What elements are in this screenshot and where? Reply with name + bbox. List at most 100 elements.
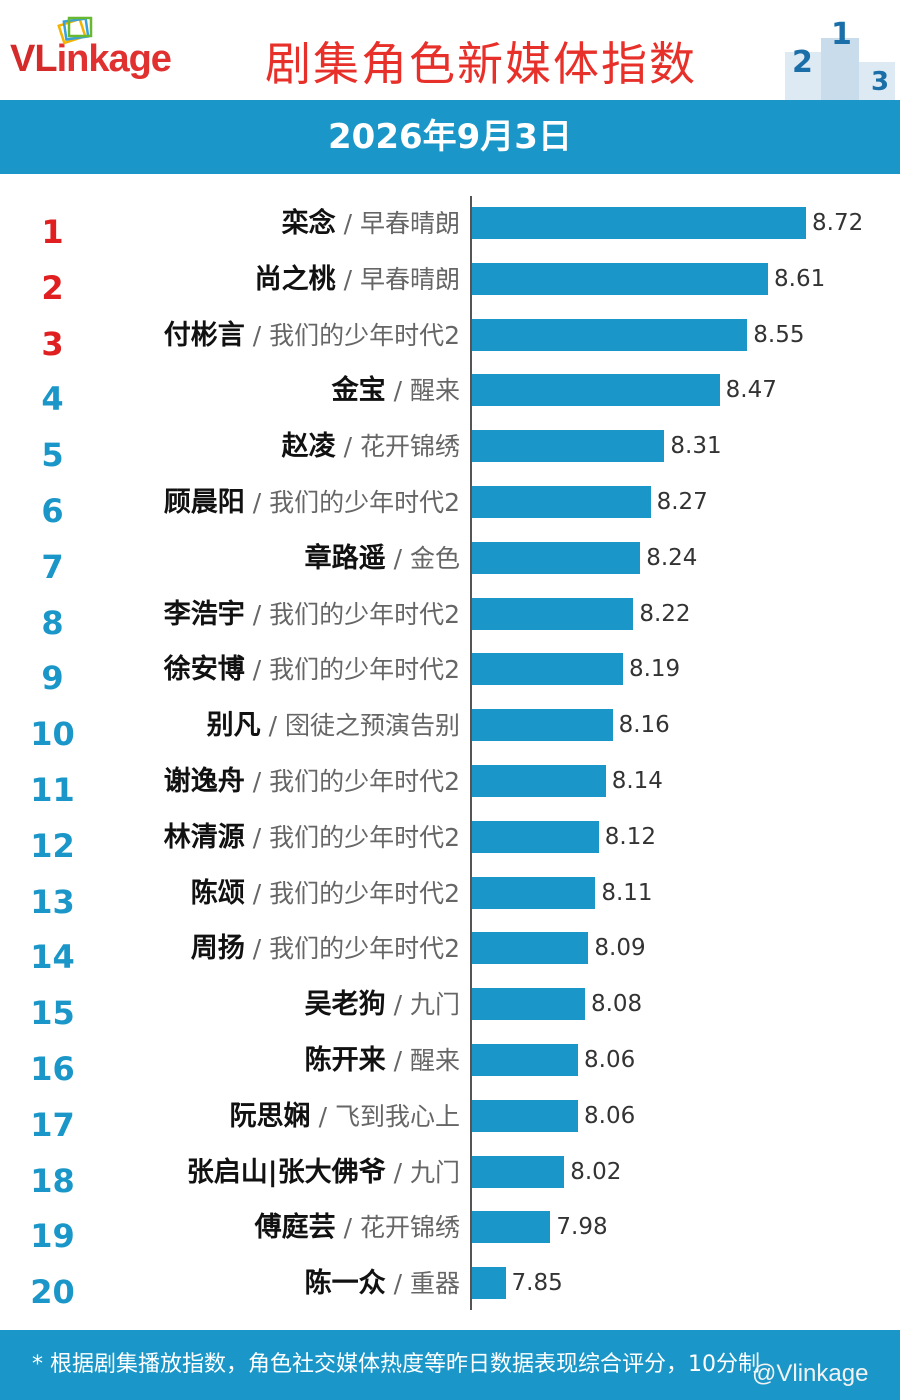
character-name: 陈开来 xyxy=(304,1045,386,1076)
drama-name: 飞到我心上 xyxy=(334,1101,460,1131)
score-value-label: 8.27 xyxy=(656,489,708,515)
drama-name: 重器 xyxy=(409,1269,460,1299)
score-value-label: 8.16 xyxy=(618,712,670,739)
label-separator: / xyxy=(335,264,360,294)
label-separator: / xyxy=(385,376,410,406)
character-name: 吴老狗 xyxy=(304,989,386,1021)
score-value-label: 8.24 xyxy=(646,544,698,571)
rank-number: 16 xyxy=(30,1050,75,1088)
rank-number: 5 xyxy=(41,436,64,475)
drama-name: 囹徒之预演告别 xyxy=(284,711,460,741)
character-label: 谢逸舟 / 我们的少年时代2 xyxy=(164,762,460,805)
score-value-label: 8.14 xyxy=(611,768,663,794)
score-bar xyxy=(471,597,634,630)
header: VLinkage 剧集角色新媒体指数 2 1 3 xyxy=(0,0,900,100)
character-label: 张启山|张大佛爷 / 九门 xyxy=(187,1153,460,1196)
label-separator: / xyxy=(244,878,270,908)
rank-number: 20 xyxy=(30,1273,75,1312)
score-value-label: 8.08 xyxy=(590,991,643,1018)
character-label: 林清源 / 我们的少年时代2 xyxy=(164,818,460,861)
score-value-label: 7.98 xyxy=(556,1214,608,1241)
character-label: 周扬 / 我们的少年时代2 xyxy=(191,929,460,972)
character-label: 陈开来 / 醒来 xyxy=(305,1041,460,1084)
score-value-label: 7.85 xyxy=(511,1270,563,1297)
score-bar xyxy=(471,318,748,351)
drama-name: 我们的少年时代2 xyxy=(269,934,460,964)
label-separator: / xyxy=(244,934,270,964)
rank-number: 9 xyxy=(41,659,64,698)
character-label: 李浩宇 / 我们的少年时代2 xyxy=(164,595,460,638)
character-name: 章路遥 xyxy=(304,542,386,574)
podium-1-label: 1 xyxy=(831,17,852,52)
score-bar xyxy=(471,988,585,1021)
score-value-label: 8.19 xyxy=(628,656,681,683)
character-label: 赵凌 / 花开锦绣 xyxy=(282,427,460,470)
character-name: 李浩宇 xyxy=(163,598,245,630)
score-bar xyxy=(471,262,768,295)
rank-number: 19 xyxy=(30,1217,75,1256)
character-label: 陈颂 / 我们的少年时代2 xyxy=(191,874,460,917)
score-bar xyxy=(471,709,613,742)
label-separator: / xyxy=(244,599,270,629)
drama-name: 早春晴朗 xyxy=(359,209,460,238)
rank-number: 6 xyxy=(41,492,64,530)
score-bar xyxy=(471,430,665,463)
label-separator: / xyxy=(335,209,360,238)
character-name: 周扬 xyxy=(190,933,245,965)
score-bar xyxy=(471,820,599,853)
drama-name: 我们的少年时代2 xyxy=(269,655,460,685)
score-bar xyxy=(471,876,596,909)
score-bar xyxy=(471,207,806,239)
score-bar xyxy=(471,1211,551,1244)
label-separator: / xyxy=(244,655,270,685)
score-bar xyxy=(471,653,623,686)
character-label: 阮思娴 / 飞到我心上 xyxy=(230,1097,460,1140)
score-bar xyxy=(471,486,651,518)
score-value-label: 8.47 xyxy=(725,377,777,404)
podium-2-label: 2 xyxy=(792,45,813,80)
character-name: 尚之桃 xyxy=(254,263,336,295)
label-separator: / xyxy=(244,320,270,350)
score-bar xyxy=(471,932,589,965)
drama-name: 我们的少年时代2 xyxy=(269,878,460,908)
score-bar xyxy=(471,1044,579,1076)
rank-number: 18 xyxy=(30,1161,75,1200)
podium-icon: 2 1 3 xyxy=(785,17,895,100)
drama-name: 我们的少年时代2 xyxy=(269,822,460,852)
drama-name: 九门 xyxy=(409,990,460,1020)
character-name: 顾晨阳 xyxy=(163,487,245,518)
character-name: 徐安博 xyxy=(163,654,245,686)
rank-number: 14 xyxy=(30,938,75,977)
score-value-label: 8.06 xyxy=(584,1047,636,1073)
rank-number: 7 xyxy=(41,547,64,586)
label-separator: / xyxy=(385,543,410,573)
character-label: 顾晨阳 / 我们的少年时代2 xyxy=(164,483,460,526)
label-separator: / xyxy=(385,1269,410,1299)
date-band xyxy=(0,100,900,174)
score-bar xyxy=(471,374,720,407)
drama-name: 金色 xyxy=(409,543,460,573)
score-value-label: 8.11 xyxy=(601,879,653,906)
rank-number: 17 xyxy=(30,1105,75,1144)
label-separator: / xyxy=(310,1101,335,1131)
score-bar xyxy=(471,1099,579,1132)
label-separator: / xyxy=(335,1213,360,1243)
score-value-label: 8.09 xyxy=(594,935,646,962)
logo-rest-text: inkage xyxy=(56,38,172,80)
character-label: 付彬言 / 我们的少年时代2 xyxy=(164,316,460,359)
label-separator: / xyxy=(385,990,410,1020)
character-name: 张启山|张大佛爷 xyxy=(186,1156,386,1188)
character-label: 徐安博 / 我们的少年时代2 xyxy=(164,650,460,693)
rank-number: 13 xyxy=(30,882,75,921)
character-name: 谢逸舟 xyxy=(163,766,245,797)
vlinkage-logo: VLinkage xyxy=(10,38,172,81)
rank-number: 11 xyxy=(30,771,75,809)
character-label: 吴老狗 / 九门 xyxy=(305,985,460,1028)
label-separator: / xyxy=(244,822,270,852)
footer-note: * 根据剧集播放指数，角色社交媒体热度等昨日数据表现综合评分，10分制 xyxy=(32,1352,760,1377)
character-label: 陈一众 / 重器 xyxy=(305,1264,460,1307)
drama-name: 九门 xyxy=(409,1157,460,1187)
character-label: 章路遥 / 金色 xyxy=(305,539,460,582)
score-value-label: 8.02 xyxy=(570,1158,622,1185)
score-value-label: 8.55 xyxy=(753,321,805,348)
